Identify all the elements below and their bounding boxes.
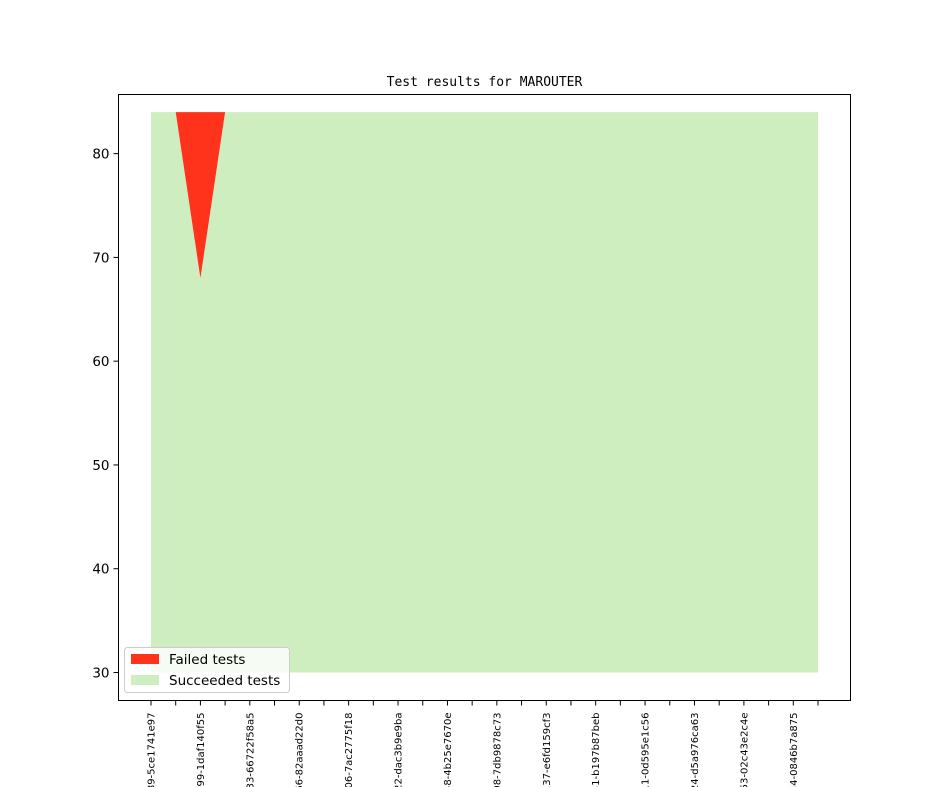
x-tick-label: …24-d5a976ca63 [690, 713, 701, 787]
plot-area [151, 112, 818, 673]
legend-frame [124, 647, 290, 693]
legend-swatch-succeeded [131, 675, 159, 685]
x-tick-label: …33-66722f58a5 [245, 713, 256, 787]
legend-label-failed: Failed tests [169, 652, 245, 668]
x-tick-label: …48-4b25e7670e [443, 713, 454, 787]
y-tick-label: 60 [92, 354, 109, 370]
x-tick-label: …137-e6fd159cf3 [542, 713, 553, 787]
legend: Failed tests Succeeded tests [124, 647, 290, 693]
y-tick-label: 50 [92, 458, 109, 474]
chart-title: Test results for MAROUTER [387, 75, 583, 90]
legend-label-succeeded: Succeeded tests [169, 673, 280, 689]
x-tick-label: …53-02c43e2c4e [739, 713, 750, 787]
succeeded-tests-area [151, 112, 818, 673]
x-tick-label: …06-7ac2775f18 [344, 713, 355, 787]
y-tick-label: 40 [92, 562, 109, 578]
x-tick-label: …11-0d595e1c56 [641, 713, 652, 787]
x-tick-label: …98-7db9878c73 [492, 713, 503, 787]
y-tick-label: 70 [92, 250, 109, 266]
x-tick-label: …89-5ce1741e97 [147, 713, 158, 787]
x-tick-label: …66-82aaad22d0 [295, 713, 306, 787]
y-tick-label: 80 [92, 147, 109, 163]
x-tick-label: …34-0846b7a875 [789, 713, 800, 787]
axes: 30 40 50 60 70 80 …89-5ce1741e97 …399-1daf140f5… [92, 94, 851, 787]
x-tick-label: …31-b197b87beb [591, 713, 602, 787]
failed-tests-area [151, 112, 818, 279]
x-tick-label: …399-1daf140f55 [196, 713, 207, 787]
y-tick-label: 30 [92, 665, 109, 681]
x-tick-label: …22-dac3b9e9ba [394, 713, 405, 787]
axes-frame [118, 94, 851, 701]
legend-swatch-failed [131, 654, 159, 664]
